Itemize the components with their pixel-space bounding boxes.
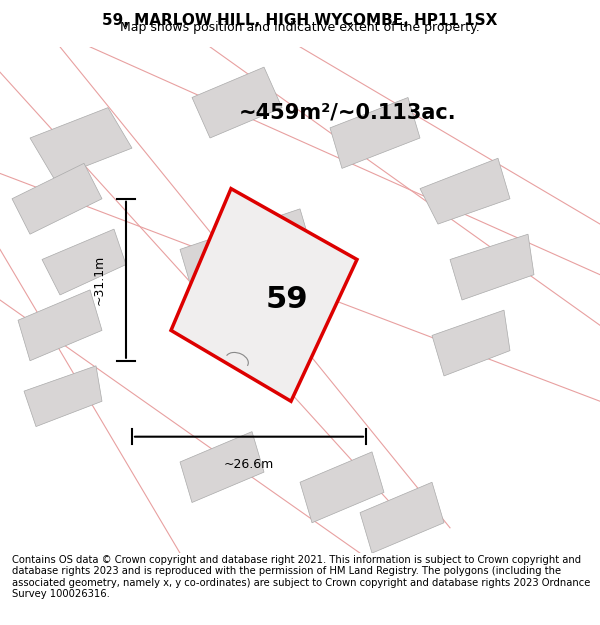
Polygon shape [360,482,444,553]
Polygon shape [180,432,264,502]
Polygon shape [171,189,357,401]
Polygon shape [12,163,102,234]
Text: Contains OS data © Crown copyright and database right 2021. This information is : Contains OS data © Crown copyright and d… [12,554,590,599]
Polygon shape [450,234,534,300]
Polygon shape [30,107,132,179]
Polygon shape [330,98,420,168]
Polygon shape [18,290,102,361]
Polygon shape [180,209,324,331]
Polygon shape [42,229,126,295]
Text: 59, MARLOW HILL, HIGH WYCOMBE, HP11 1SX: 59, MARLOW HILL, HIGH WYCOMBE, HP11 1SX [103,13,497,28]
Polygon shape [432,310,510,376]
Text: Map shows position and indicative extent of the property.: Map shows position and indicative extent… [120,21,480,34]
Text: ~31.1m: ~31.1m [92,254,106,305]
Text: 59: 59 [265,286,308,314]
Polygon shape [420,158,510,224]
Text: ~459m²/~0.113ac.: ~459m²/~0.113ac. [239,102,457,122]
Polygon shape [24,366,102,426]
Text: ~26.6m: ~26.6m [224,458,274,471]
Polygon shape [192,67,282,138]
Polygon shape [300,452,384,522]
